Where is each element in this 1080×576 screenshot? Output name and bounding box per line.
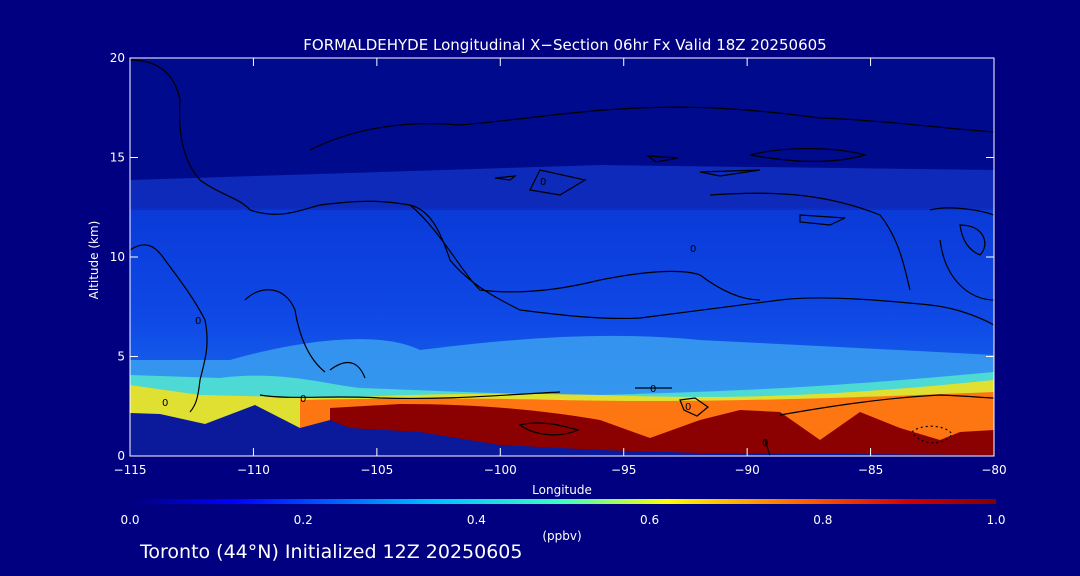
footer-caption: Toronto (44°N) Initialized 12Z 20250605 <box>140 541 523 563</box>
terrain <box>130 405 994 456</box>
colorbar-tick-label: 0.8 <box>813 513 832 527</box>
x-tick-label: −115 <box>114 463 147 477</box>
colorbar-tick-label: 0.2 <box>294 513 313 527</box>
y-axis-label: Altitude (km) <box>87 221 101 300</box>
x-tick-label: −95 <box>611 463 636 477</box>
y-tick-label: 20 <box>110 51 125 65</box>
colorbar-tick-label: 0.4 <box>467 513 486 527</box>
contour-label: 0 <box>762 438 768 449</box>
x-tick-label: −90 <box>734 463 759 477</box>
y-tick-label: 10 <box>110 250 125 264</box>
colorbar-label: (ppbv) <box>542 529 581 543</box>
x-tick-label: −80 <box>981 463 1006 477</box>
contour-label: 0 <box>650 384 656 395</box>
y-tick-label: 0 <box>117 449 125 463</box>
y-axis: 0 5 10 15 20 <box>110 51 994 463</box>
contour-label: 0 <box>162 398 168 409</box>
contour-value-labels: 0 0 0 0 0 0 0 0 <box>162 177 768 449</box>
y-tick-label: 5 <box>117 350 125 364</box>
plot-area: 0 0 0 0 0 0 0 0 <box>130 58 994 456</box>
blue-band <box>130 165 994 210</box>
contour-label: 0 <box>690 244 696 255</box>
contour-label: 0 <box>300 394 306 405</box>
contour-label: 0 <box>195 316 201 327</box>
contour-label: 0 <box>685 402 691 413</box>
x-tick-label: −100 <box>484 463 517 477</box>
colorbar-tick-label: 0.6 <box>640 513 659 527</box>
colorbar-tick-label: 1.0 <box>986 513 1005 527</box>
colorbar-ticks: 0.0 0.2 0.4 0.6 0.8 1.0 <box>120 513 1005 527</box>
x-tick-label: −110 <box>237 463 270 477</box>
x-axis-label: Longitude <box>532 483 592 497</box>
x-axis: −115 −110 −105 −100 −95 −90 −85 −80 <box>114 58 1007 477</box>
colorbar <box>130 499 996 504</box>
x-tick-label: −105 <box>360 463 393 477</box>
contour-lines <box>130 59 994 456</box>
x-tick-label: −85 <box>858 463 883 477</box>
contour-label: 0 <box>540 177 546 188</box>
boundary-layer-max <box>330 404 994 456</box>
chart-title: FORMALDEHYDE Longitudinal X−Section 06hr… <box>303 36 826 54</box>
colorbar-tick-label: 0.0 <box>120 513 139 527</box>
y-tick-label: 15 <box>110 151 125 165</box>
